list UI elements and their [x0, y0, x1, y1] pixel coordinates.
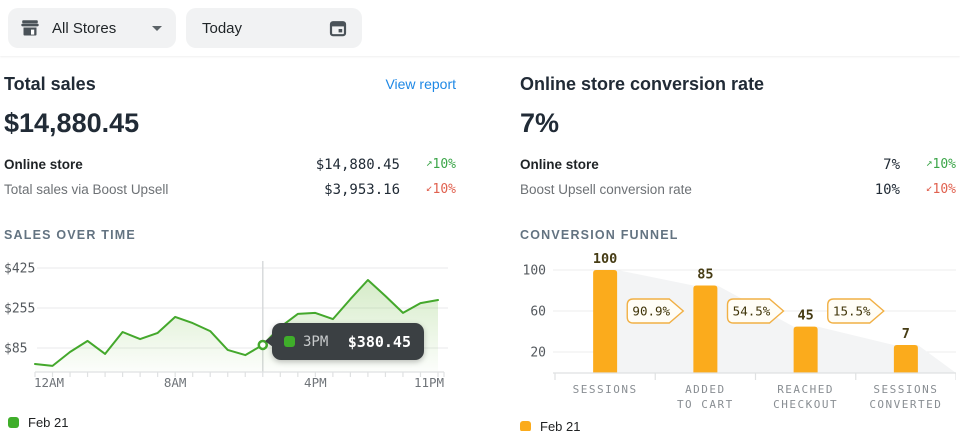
- calendar-icon: [328, 18, 348, 38]
- metric-value: 10%: [874, 181, 900, 198]
- chevron-down-icon: [152, 25, 162, 31]
- store-selector-button[interactable]: All Stores: [8, 8, 176, 48]
- funnel-bar: [593, 270, 618, 373]
- legend-label: Feb 21: [28, 415, 69, 430]
- conversion-badge-label: 54.5%: [733, 304, 771, 319]
- conversion-funnel-header: CONVERSION FUNNEL: [520, 228, 679, 242]
- bar-value-label: 45: [797, 308, 813, 324]
- metric-change: ↙10%: [400, 181, 456, 197]
- y-axis-label: $85: [4, 342, 27, 357]
- metric-label: Online store: [4, 157, 83, 172]
- sales-over-time-header: SALES OVER TIME: [4, 228, 136, 242]
- conversion-badge-label: 90.9%: [632, 304, 670, 319]
- dashboard-content: Total sales View report $14,880.45 Onlin…: [0, 56, 960, 431]
- metric-value: $3,953.16: [324, 181, 400, 198]
- change-percent: 10%: [432, 182, 456, 197]
- conversion-badge-label: 15.5%: [833, 304, 871, 319]
- storefront-icon: [20, 18, 40, 38]
- metric-row: Online store $14,880.45 ↗10%: [4, 152, 456, 177]
- metric-row: Boost Upsell conversion rate 10% ↙10%: [520, 177, 956, 202]
- bar-value-label: 85: [697, 266, 713, 282]
- metric-label: Online store: [520, 157, 599, 172]
- date-selector-label: Today: [202, 19, 243, 37]
- sales-metric-rows: Online store $14,880.45 ↗10% Total sales…: [4, 152, 456, 204]
- y-axis-label: 20: [530, 346, 546, 361]
- change-percent: 10%: [432, 157, 456, 172]
- metric-label: Boost Upsell conversion rate: [520, 182, 692, 197]
- conversion-metric-rows: Online store 7% ↗10% Boost Upsell conver…: [520, 152, 956, 204]
- category-label: CHECKOUT: [773, 398, 838, 411]
- category-label: CONVERTED: [869, 398, 942, 411]
- metric-row: Total sales via Boost Upsell $3,953.16 ↙…: [4, 177, 456, 202]
- category-label: SESSIONS: [873, 383, 938, 396]
- conversion-badge: [726, 298, 785, 324]
- category-label: SESSIONS: [573, 383, 638, 396]
- y-axis-label: $425: [4, 262, 35, 277]
- conversion-badge: [626, 298, 685, 324]
- legend-label: Feb 21: [540, 419, 581, 431]
- y-axis-label: 60: [530, 305, 546, 320]
- legend-swatch-green: [8, 417, 19, 428]
- conversion-funnel-chart[interactable]: 20 60 100 100 85 45 7 90.9% 54.5% 15.5% SESSIONS AD…: [520, 251, 956, 413]
- funnel-bar: [693, 285, 718, 373]
- y-axis-label: 100: [523, 264, 546, 279]
- metric-row: Online store 7% ↗10%: [520, 152, 956, 177]
- trend-down-icon: ↙: [425, 181, 433, 194]
- legend-swatch-orange: [520, 421, 531, 431]
- metric-change: ↙10%: [900, 181, 956, 197]
- metric-value: $14,880.45: [315, 156, 400, 173]
- trend-up-icon: ↗: [925, 156, 933, 169]
- trend-up-icon: ↗: [425, 156, 433, 169]
- category-label: REACHED: [777, 383, 834, 396]
- change-percent: 10%: [932, 182, 956, 197]
- funnel-bar: [793, 326, 818, 373]
- total-sales-value: $14,880.45: [4, 108, 140, 138]
- tooltip-value: $380.45: [347, 332, 411, 351]
- conversion-rate-panel: Online store conversion rate 7% Online s…: [520, 74, 956, 431]
- sales-line: [34, 279, 439, 367]
- bar-value-label: 7: [902, 326, 910, 342]
- chart-tooltip: 3PM $380.45: [265, 323, 424, 360]
- bar-value-label: 100: [593, 251, 617, 267]
- metric-change: ↗10%: [900, 156, 956, 172]
- metric-value: 7%: [883, 156, 900, 173]
- conversion-rate-title: Online store conversion rate: [520, 74, 765, 94]
- store-selector-label: All Stores: [52, 19, 117, 37]
- view-report-link[interactable]: View report: [385, 76, 456, 92]
- conversion-legend: Feb 21: [520, 419, 956, 431]
- conversion-badge: [827, 298, 885, 324]
- trend-down-icon: ↙: [925, 181, 933, 194]
- category-label: TO CART: [677, 398, 734, 411]
- category-label: ADDED: [685, 383, 726, 396]
- sales-line-chart[interactable]: $425 $255 $85 12AM 8AM 4PM 11PM 3PM $380.45: [4, 251, 456, 391]
- x-axis-label: 11PM: [414, 375, 444, 390]
- conversion-rate-value: 7%: [520, 108, 560, 138]
- change-percent: 10%: [932, 157, 956, 172]
- x-axis-label: 4PM: [304, 375, 327, 390]
- sales-legend: Feb 21: [8, 415, 456, 430]
- funnel-bar: [893, 345, 918, 373]
- total-sales-panel: Total sales View report $14,880.45 Onlin…: [4, 74, 456, 431]
- metric-change: ↗10%: [400, 156, 456, 172]
- metric-label: Total sales via Boost Upsell: [4, 182, 169, 197]
- topbar: All Stores Today: [0, 0, 960, 56]
- y-axis-label: $255: [4, 302, 35, 317]
- x-axis-label: 8AM: [164, 375, 187, 390]
- date-selector-button[interactable]: Today: [186, 8, 362, 48]
- tooltip-time: 3PM: [303, 333, 329, 350]
- total-sales-title: Total sales: [4, 74, 96, 94]
- x-axis-label: 12AM: [34, 375, 64, 390]
- tooltip-series-swatch: [284, 336, 295, 347]
